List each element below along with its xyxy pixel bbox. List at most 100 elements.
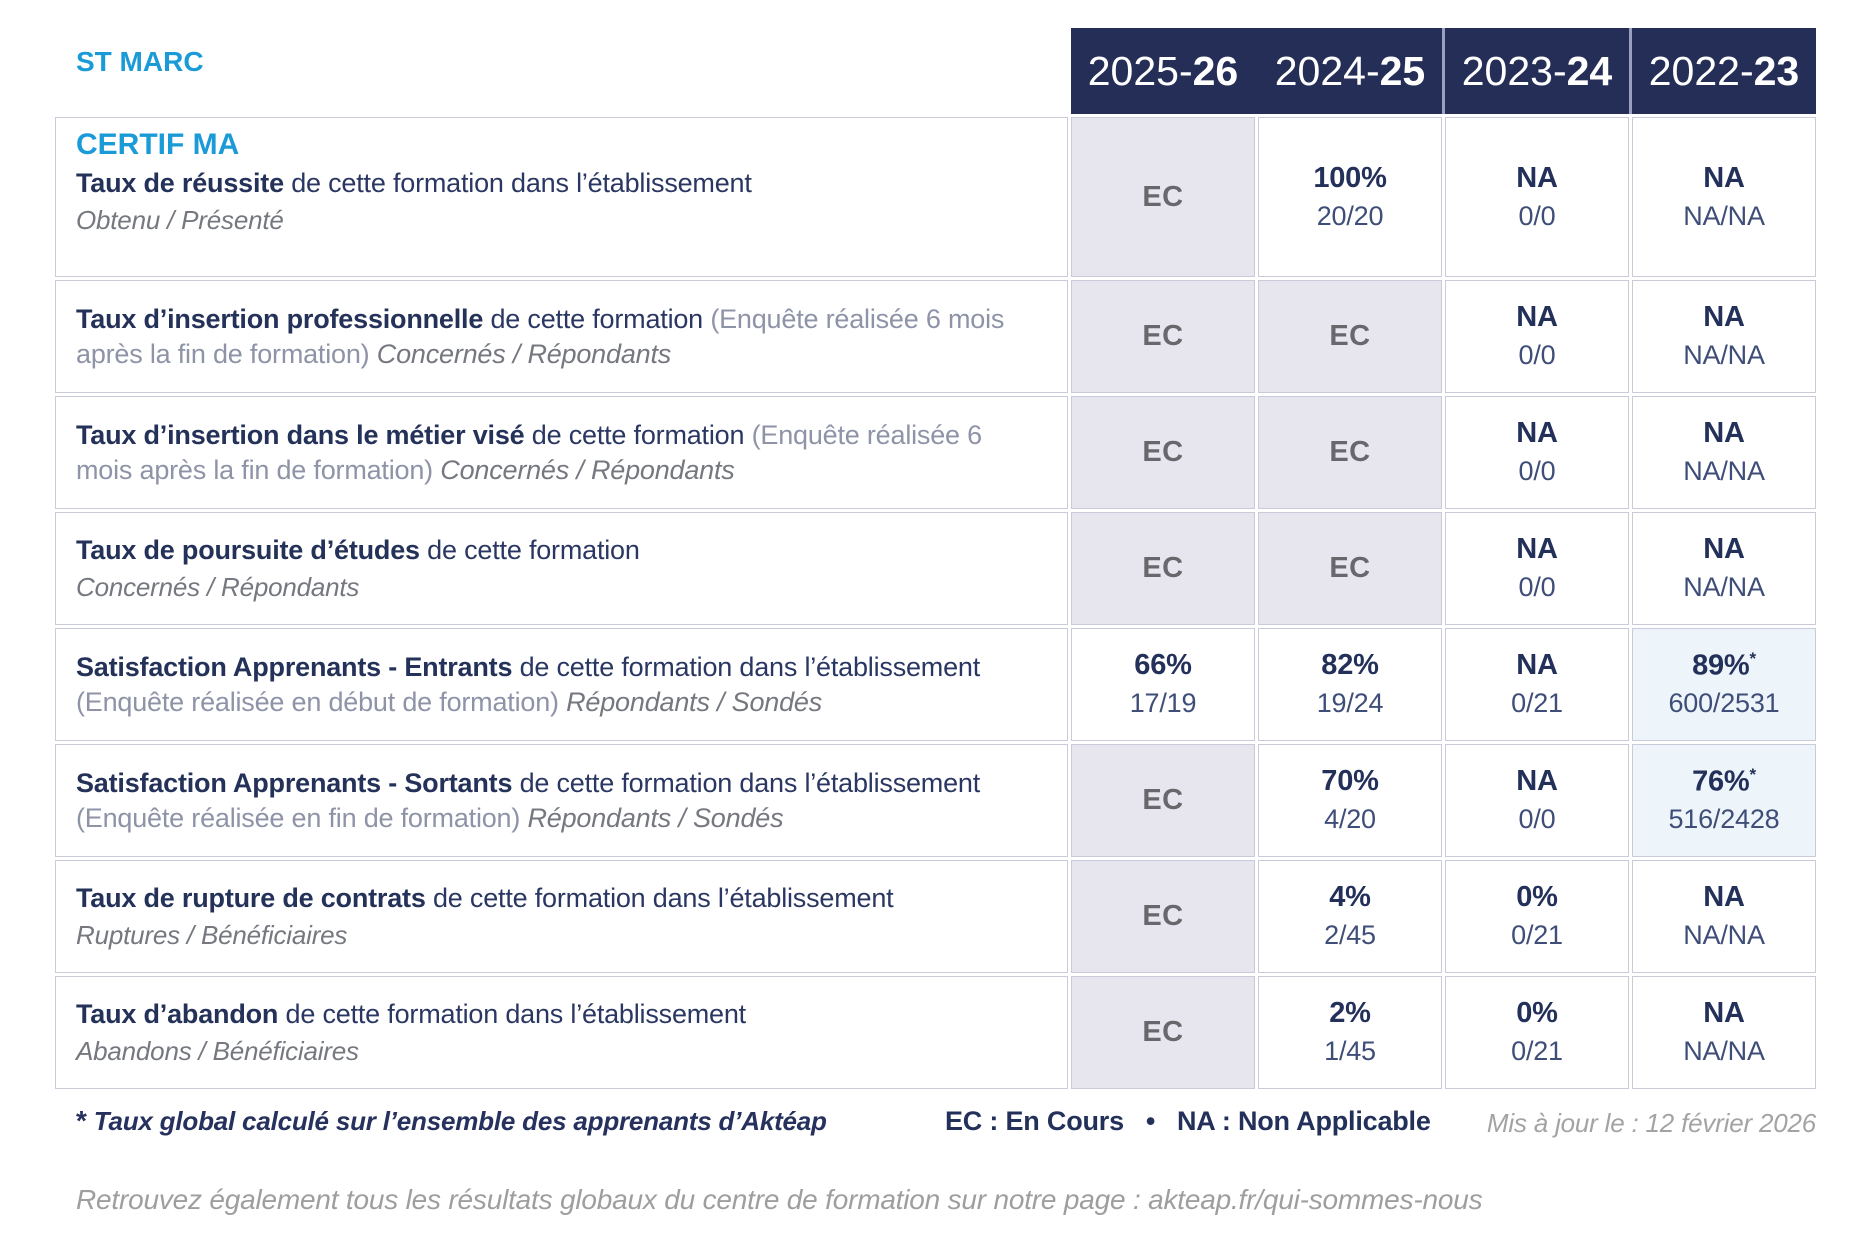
cell-sub-value: 0/0: [1518, 456, 1556, 487]
value-cell: EC: [1071, 976, 1255, 1089]
metric-title-rest: de cette formation dans l’établissement: [291, 168, 752, 198]
year-suffix: 25: [1379, 47, 1426, 94]
year-suffix: 24: [1566, 47, 1613, 94]
metric-title-bold: Taux d’insertion professionnelle: [76, 303, 484, 334]
cell-main-value: 70%: [1321, 765, 1379, 798]
year-prefix: 2024-: [1274, 47, 1380, 94]
value-cell: EC: [1071, 117, 1255, 277]
year-header-2022-23: 2022- 23: [1632, 28, 1816, 114]
metric-subtitle: Abandons / Bénéficiaires: [76, 1036, 359, 1067]
cell-main-value: NA: [1516, 649, 1558, 682]
cell-main-value: 2%: [1329, 997, 1371, 1030]
metric-subtitle: Répondants / Sondés: [527, 802, 784, 833]
abbreviations-legend: EC : En Cours • NA : Non Applicable: [945, 1106, 1431, 1136]
cell-main-value: NA: [1703, 881, 1745, 914]
cell-main-value: EC: [1329, 320, 1371, 352]
value-cell: 0% 0/21: [1445, 860, 1629, 973]
metric-subtitle: Répondants / Sondés: [566, 686, 823, 717]
year-divider: [1442, 28, 1445, 114]
metric-title: Taux d’abandon de cette formation dans l…: [76, 997, 1037, 1032]
year-divider: [1255, 28, 1258, 114]
metric-title-rest: de cette formation: [531, 419, 745, 450]
cell-sub-value: NA/NA: [1683, 456, 1765, 487]
value-cell: 76%* 516/2428: [1632, 744, 1816, 857]
metric-title: Taux de rupture de contrats de cette for…: [76, 881, 1037, 916]
row-label-abandon: Taux d’abandon de cette formation dans l…: [55, 976, 1068, 1089]
cell-main-value: 76%*: [1692, 765, 1756, 799]
row-label-satisfaction-entrants: Satisfaction Apprenants - Entrants de ce…: [55, 628, 1068, 741]
cell-sub-value: 0/0: [1518, 804, 1556, 835]
cell-main-value: NA: [1703, 161, 1745, 194]
footnote-text: Taux global calculé sur l’ensemble des a…: [93, 1106, 827, 1136]
value-cell: NA 0/0: [1445, 512, 1629, 625]
cell-main-value: 100%: [1313, 161, 1387, 194]
update-date: Mis à jour le : 12 février 2026: [1486, 1108, 1816, 1138]
metric-title-rest: de cette formation dans l’établissement: [519, 651, 981, 682]
year-suffix: 23: [1753, 47, 1800, 94]
metric-title: Satisfaction Apprenants - Entrants de ce…: [76, 650, 1037, 719]
cell-main-value: EC: [1142, 1016, 1184, 1048]
metric-title-rest: de cette formation: [490, 303, 704, 334]
cell-main-value: EC: [1142, 552, 1184, 584]
value-cell: NA NA/NA: [1632, 117, 1816, 277]
cell-sub-value: NA/NA: [1683, 340, 1765, 371]
metric-title: Taux d’insertion dans le métier visé de …: [76, 418, 1037, 487]
value-cell: 4% 2/45: [1258, 860, 1442, 973]
metric-title-rest: de cette formation dans l’établissement: [519, 767, 981, 798]
cell-sub-value: NA/NA: [1683, 200, 1765, 231]
cell-sub-value: 0/21: [1511, 1036, 1563, 1067]
value-cell: NA 0/21: [1445, 628, 1629, 741]
value-cell: EC: [1258, 396, 1442, 509]
value-cell: NA 0/0: [1445, 117, 1629, 277]
metric-title-bold: Satisfaction Apprenants - Sortants: [76, 767, 513, 798]
cell-main-number: 89%: [1692, 649, 1750, 682]
row-label-insertion-professionnelle: Taux d’insertion professionnelle de cett…: [55, 280, 1068, 393]
cell-main-value: EC: [1329, 552, 1371, 584]
cell-main-value: 82%: [1321, 649, 1379, 682]
value-cell: 100% 20/20: [1258, 117, 1442, 277]
year-prefix: 2022-: [1648, 47, 1754, 94]
cell-main-value: 66%: [1134, 649, 1192, 682]
year-header-2024-25: 2024- 25: [1258, 28, 1442, 114]
asterisk-marker: *: [1749, 648, 1757, 668]
global-results-note: Retrouvez également tous les résultats g…: [76, 1184, 1483, 1215]
cell-sub-value: 0/21: [1511, 688, 1563, 719]
metric-title-rest: de cette formation dans l’établissement: [285, 999, 747, 1030]
value-cell: EC: [1071, 280, 1255, 393]
value-cell: NA 0/0: [1445, 744, 1629, 857]
metric-subtitle: Concernés / Répondants: [76, 572, 360, 603]
value-cell: 82% 19/24: [1258, 628, 1442, 741]
metric-title-bold: Satisfaction Apprenants - Entrants: [76, 651, 513, 682]
value-cell: 70% 4/20: [1258, 744, 1442, 857]
value-cell: NA NA/NA: [1632, 860, 1816, 973]
metric-subtitle: Ruptures / Bénéficiaires: [76, 920, 348, 951]
metric-title-note: (Enquête réalisée 6 mois après la fin de…: [76, 303, 1005, 369]
cell-main-number: 76%: [1692, 765, 1750, 798]
cell-sub-value: 600/2531: [1668, 688, 1780, 719]
cell-main-value: 0%: [1516, 997, 1558, 1030]
cell-sub-value: NA/NA: [1683, 920, 1765, 951]
cell-main-value: EC: [1142, 784, 1184, 816]
row-label-insertion-metier-vise: Taux d’insertion dans le métier visé de …: [55, 396, 1068, 509]
value-cell: NA NA/NA: [1632, 280, 1816, 393]
cell-main-value: NA: [1516, 417, 1558, 450]
cell-sub-value: 0/0: [1518, 572, 1556, 603]
value-cell: EC: [1071, 860, 1255, 973]
metric-title: Taux de réussite de cette formation dans…: [76, 166, 1037, 201]
asterisk-marker: *: [76, 1105, 87, 1136]
value-cell: NA 0/0: [1445, 396, 1629, 509]
row-label-satisfaction-sortants: Satisfaction Apprenants - Sortants de ce…: [55, 744, 1068, 857]
value-cell: 89%* 600/2531: [1632, 628, 1816, 741]
cell-main-value: 89%*: [1692, 648, 1757, 683]
value-cell: NA 0/0: [1445, 280, 1629, 393]
metric-title: Satisfaction Apprenants - Sortants de ce…: [76, 766, 1037, 835]
cell-main-value: NA: [1516, 765, 1558, 798]
metric-title-bold: Taux de réussite: [76, 168, 284, 198]
value-cell: EC: [1071, 512, 1255, 625]
cell-main-value: NA: [1703, 997, 1745, 1030]
metric-title-rest: de cette formation: [427, 535, 640, 566]
value-cell: EC: [1258, 280, 1442, 393]
year-header-2023-24: 2023- 24: [1445, 28, 1629, 114]
site-title: ST MARC: [76, 46, 204, 77]
program-title: CERTIF MA: [76, 128, 240, 161]
